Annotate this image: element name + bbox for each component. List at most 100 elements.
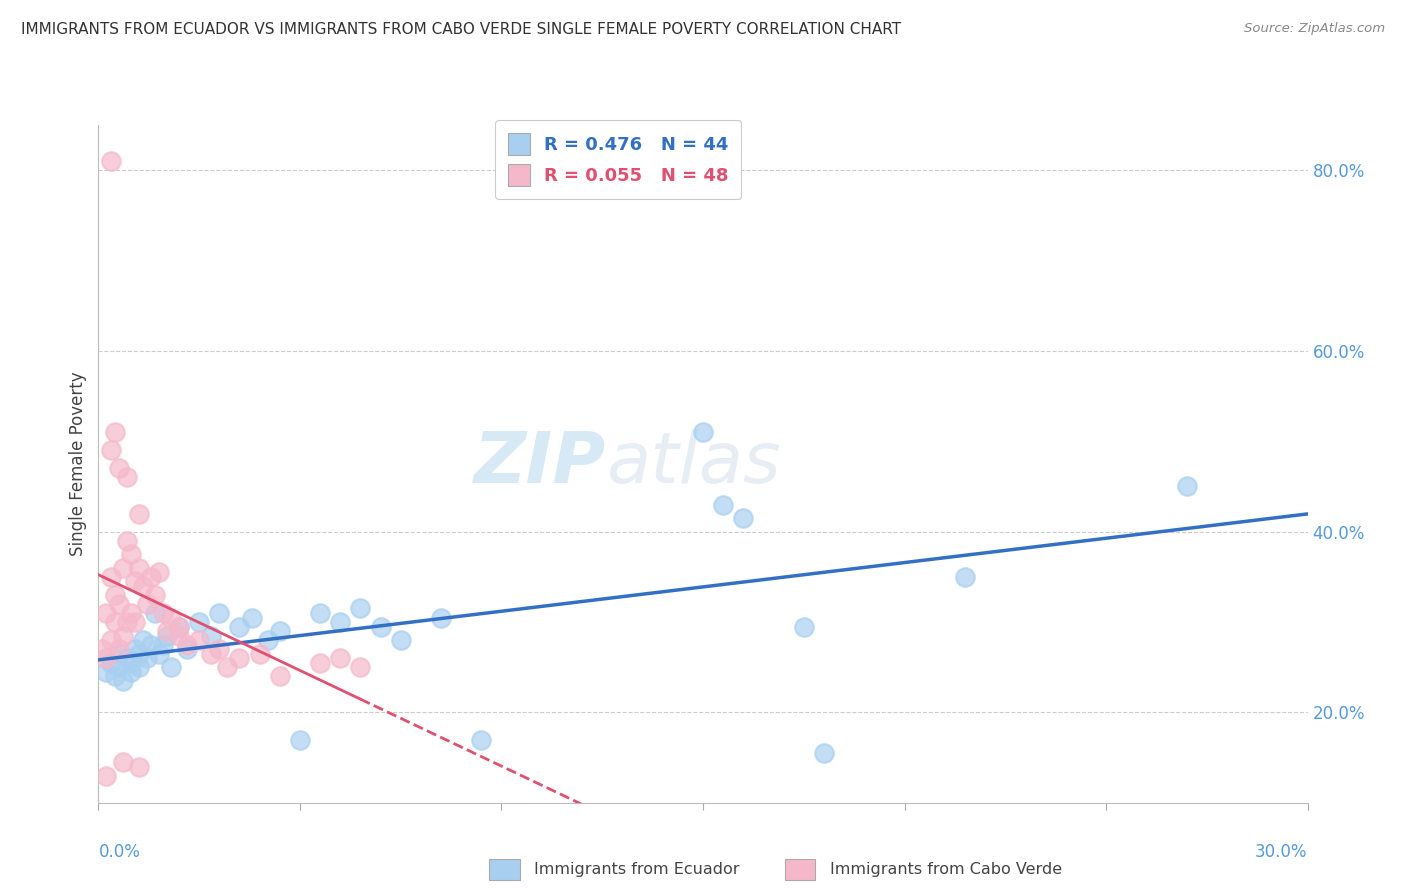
Point bbox=[711, 498, 734, 512]
Point bbox=[329, 615, 352, 629]
Point bbox=[115, 533, 138, 548]
Point bbox=[128, 507, 150, 521]
Point bbox=[100, 154, 122, 169]
Point bbox=[128, 561, 150, 575]
Point bbox=[160, 610, 183, 624]
Point bbox=[124, 642, 146, 657]
Point bbox=[692, 425, 714, 440]
Point bbox=[107, 647, 129, 661]
Point bbox=[100, 656, 122, 670]
Point bbox=[152, 606, 174, 620]
Point bbox=[100, 633, 122, 648]
Point bbox=[107, 642, 129, 657]
Point bbox=[100, 570, 122, 584]
Point bbox=[1175, 479, 1198, 493]
Point bbox=[128, 647, 150, 661]
Text: ZIP: ZIP bbox=[474, 429, 606, 499]
Point bbox=[115, 615, 138, 629]
Point bbox=[124, 615, 146, 629]
Point bbox=[107, 597, 129, 611]
Point bbox=[120, 665, 142, 679]
Point bbox=[240, 610, 263, 624]
Point bbox=[132, 633, 155, 648]
Point bbox=[793, 619, 815, 633]
Point bbox=[288, 732, 311, 747]
Text: 0.0%: 0.0% bbox=[98, 844, 141, 862]
Point bbox=[91, 642, 114, 657]
Point bbox=[167, 629, 190, 643]
Text: Source: ZipAtlas.com: Source: ZipAtlas.com bbox=[1244, 22, 1385, 36]
Point bbox=[156, 629, 179, 643]
Point bbox=[733, 511, 755, 525]
Point bbox=[389, 633, 412, 648]
Point bbox=[329, 651, 352, 665]
Point bbox=[96, 606, 118, 620]
Point bbox=[128, 660, 150, 674]
Point bbox=[269, 669, 291, 683]
Point bbox=[217, 660, 239, 674]
Point bbox=[167, 619, 190, 633]
Legend: R = 0.476   N = 44, R = 0.055   N = 48: R = 0.476 N = 44, R = 0.055 N = 48 bbox=[495, 120, 741, 199]
Point bbox=[107, 660, 129, 674]
Text: IMMIGRANTS FROM ECUADOR VS IMMIGRANTS FROM CABO VERDE SINGLE FEMALE POVERTY CORR: IMMIGRANTS FROM ECUADOR VS IMMIGRANTS FR… bbox=[21, 22, 901, 37]
Point bbox=[228, 651, 250, 665]
Point bbox=[103, 615, 125, 629]
Point bbox=[107, 461, 129, 475]
Point bbox=[148, 566, 170, 580]
Point bbox=[188, 633, 211, 648]
Point bbox=[156, 624, 179, 638]
Point bbox=[430, 610, 453, 624]
Point bbox=[176, 642, 198, 657]
Point bbox=[120, 547, 142, 561]
Point bbox=[148, 647, 170, 661]
Point bbox=[96, 665, 118, 679]
Point bbox=[124, 574, 146, 589]
Point bbox=[111, 673, 134, 688]
Point bbox=[135, 597, 157, 611]
Point bbox=[139, 570, 162, 584]
Point bbox=[249, 647, 271, 661]
Point bbox=[115, 651, 138, 665]
Point bbox=[115, 470, 138, 484]
Text: 30.0%: 30.0% bbox=[1256, 844, 1308, 862]
Point bbox=[152, 638, 174, 652]
Text: Immigrants from Cabo Verde: Immigrants from Cabo Verde bbox=[830, 863, 1062, 877]
Point bbox=[200, 647, 222, 661]
Point bbox=[208, 606, 231, 620]
Point bbox=[111, 561, 134, 575]
Point bbox=[208, 642, 231, 657]
Point bbox=[96, 769, 118, 783]
Point bbox=[135, 651, 157, 665]
Point bbox=[309, 656, 332, 670]
Point bbox=[176, 638, 198, 652]
Point bbox=[139, 638, 162, 652]
Point bbox=[309, 606, 332, 620]
Point bbox=[103, 425, 125, 440]
Point bbox=[160, 660, 183, 674]
Point bbox=[349, 601, 371, 615]
Point bbox=[167, 619, 190, 633]
Point bbox=[103, 588, 125, 602]
Point bbox=[100, 443, 122, 458]
Point bbox=[256, 633, 278, 648]
Point bbox=[269, 624, 291, 638]
Point bbox=[103, 669, 125, 683]
Point bbox=[349, 660, 371, 674]
Point bbox=[111, 629, 134, 643]
Point bbox=[128, 759, 150, 773]
Text: Immigrants from Ecuador: Immigrants from Ecuador bbox=[534, 863, 740, 877]
Point bbox=[228, 619, 250, 633]
Text: atlas: atlas bbox=[606, 429, 780, 499]
Point bbox=[200, 629, 222, 643]
Point bbox=[143, 588, 166, 602]
Point bbox=[120, 606, 142, 620]
Point bbox=[143, 606, 166, 620]
Point bbox=[370, 619, 392, 633]
Y-axis label: Single Female Poverty: Single Female Poverty bbox=[69, 372, 87, 556]
Point bbox=[120, 656, 142, 670]
Point bbox=[813, 746, 835, 760]
Point bbox=[96, 651, 118, 665]
Point bbox=[188, 615, 211, 629]
Point bbox=[953, 570, 976, 584]
Point bbox=[132, 579, 155, 593]
